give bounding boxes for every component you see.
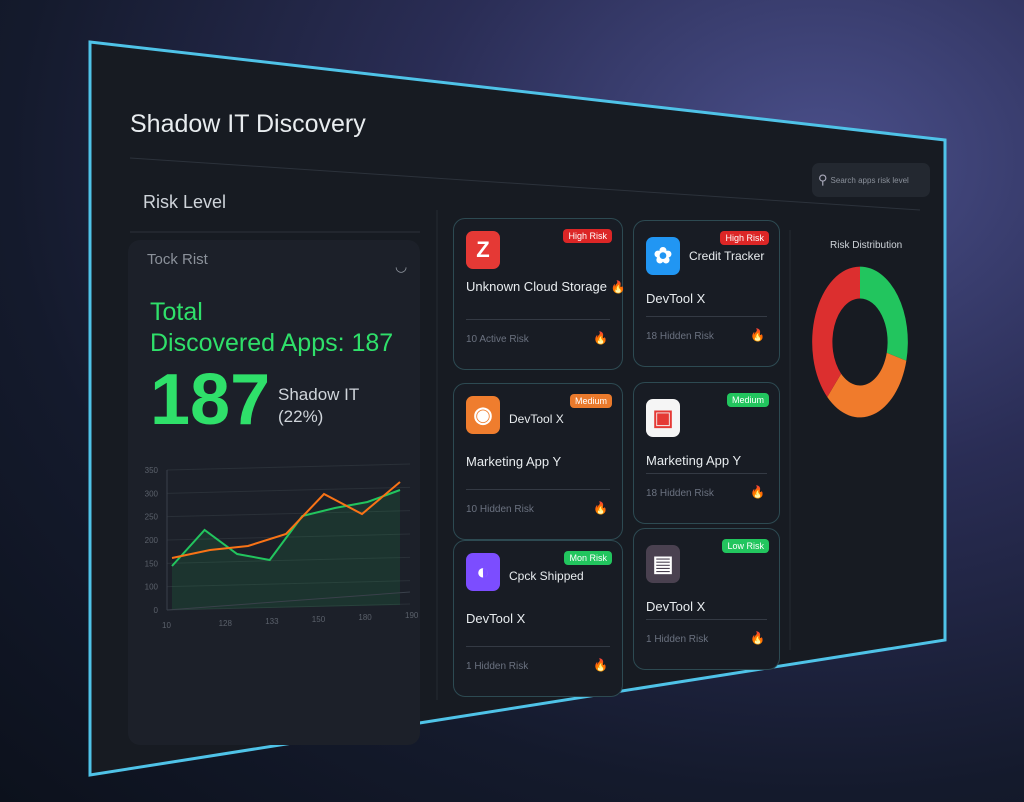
risk-badge: Mon Risk (564, 551, 612, 565)
page-title: Shadow IT Discovery (130, 110, 366, 138)
total-label-value: Discovered Apps: 187 (150, 329, 394, 357)
search-input[interactable]: ⚲ Search apps risk level (812, 163, 930, 197)
app-card[interactable]: High Risk Z Unknown Cloud Storage 🔥 10 A… (453, 218, 626, 370)
x-tick-label: 10 (162, 621, 171, 630)
series-area (172, 490, 400, 610)
refresh-icon[interactable]: ◡ (395, 258, 408, 274)
grid-line (166, 580, 411, 588)
card-footer: 1 Hidden Risk (466, 661, 529, 672)
card-footer: 18 Hidden Risk (646, 331, 714, 342)
app-blue-icon: ✿ (646, 237, 680, 275)
fire-icon: 🔥 (750, 328, 765, 342)
y-tick-label: 150 (145, 559, 159, 568)
donut-slice[interactable] (812, 266, 860, 397)
y-tick-label: 0 (154, 606, 159, 615)
x-tick-label: 133 (265, 617, 279, 626)
donut-slice[interactable] (860, 266, 908, 361)
y-tick-label: 350 (145, 466, 159, 475)
x-tick-label: 190 (405, 611, 419, 620)
donut-title: Risk Distribution (830, 240, 903, 251)
app-name: Cpck Shipped (509, 569, 584, 583)
app-title-row: Marketing App Y (466, 454, 561, 469)
y-tick-label: 250 (145, 513, 159, 522)
risk-badge: Medium (569, 394, 612, 408)
purple-app-icon: ◐ (466, 553, 500, 591)
app-title: Unknown Cloud Storage (466, 279, 607, 294)
gray-app-icon: ▤ (646, 545, 680, 583)
big-number: 187 (150, 360, 271, 440)
fire-icon: 🔥 (593, 331, 608, 345)
app-title-row: Marketing App Y (646, 453, 741, 468)
card-footer: 18 Hidden Risk (646, 488, 714, 499)
x-axis (166, 591, 411, 611)
shadow-it-percent: (22%) (278, 407, 324, 426)
fire-icon: 🔥 (750, 485, 765, 499)
fire-icon: 🔥 (750, 631, 765, 645)
x-tick-label: 180 (358, 613, 372, 622)
divider (466, 646, 610, 647)
grid-line (166, 510, 411, 518)
risk-badge: High Risk (720, 231, 769, 245)
panel-title: Tock Rist (147, 251, 208, 268)
card-footer: 1 Hidden Risk (646, 634, 709, 645)
app-card[interactable]: Medium ◉ DevTool X Marketing App Y 10 Hi… (453, 383, 623, 540)
risk-badge: Medium (726, 393, 769, 407)
app-title-row: Unknown Cloud Storage 🔥 (466, 279, 626, 294)
risk-panel (128, 240, 420, 745)
app-card[interactable]: High Risk ✿ Credit Tracker DevTool X 18 … (633, 220, 780, 367)
y-tick-label: 300 (145, 489, 159, 498)
app-name: Credit Tracker (689, 249, 765, 263)
app-title: Marketing App Y (646, 453, 742, 468)
divider (646, 316, 767, 317)
series-line (171, 489, 401, 567)
app-title: DevTool X (646, 599, 706, 614)
total-label: Total (150, 298, 203, 326)
card-footer: 10 Active Risk (466, 334, 529, 345)
app-title-row: DevTool X (466, 611, 525, 626)
app-name: DevTool X (509, 412, 564, 426)
series-line (171, 481, 401, 559)
risk-badge: Low Risk (722, 539, 769, 553)
divider (466, 319, 610, 320)
divider (466, 489, 610, 490)
app-title-row: DevTool X (646, 291, 705, 306)
search-icon: ⚲ (818, 172, 828, 187)
search-placeholder: Search apps risk level (830, 175, 909, 185)
x-tick-label: 150 (312, 615, 326, 624)
trend-chart: 350 300 250 200 150 100 010 128 133 150 180 190 (145, 463, 419, 630)
z-letter-icon: Z (466, 231, 500, 269)
grid-line (166, 463, 411, 471)
fire-icon: 🔥 (593, 658, 608, 672)
grid-line (166, 603, 411, 611)
app-card[interactable]: Medium ▣ Marketing App Y 18 Hidden Risk … (633, 382, 780, 524)
grid-line (166, 486, 411, 494)
app-card[interactable]: Low Risk ▤ DevTool X 1 Hidden Risk 🔥 (633, 528, 780, 670)
risk-badge: High Risk (563, 229, 612, 243)
app-title: DevTool X (466, 611, 526, 626)
marketing-app-icon: ▣ (646, 399, 680, 437)
shadow-it-label: Shadow IT (278, 385, 360, 404)
section-title: Risk Level (143, 192, 227, 212)
fire-icon: 🔥 (593, 501, 608, 515)
app-card[interactable]: Mon Risk ◐ Cpck Shipped DevTool X 1 Hidd… (453, 540, 623, 697)
fire-icon: 🔥 (610, 279, 626, 294)
divider (646, 473, 767, 474)
app-title: Marketing App Y (466, 454, 562, 469)
app-title-row: DevTool X (646, 599, 705, 614)
orange-ring-icon: ◉ (466, 396, 500, 434)
grid-line (166, 556, 411, 564)
divider (646, 619, 767, 620)
grid-line (166, 533, 411, 541)
x-tick-label: 128 (219, 619, 233, 628)
y-tick-label: 100 (145, 583, 159, 592)
donut-slice[interactable] (827, 352, 907, 418)
card-footer: 10 Hidden Risk (466, 504, 534, 515)
app-title: DevTool X (646, 291, 706, 306)
y-tick-label: 200 (145, 536, 159, 545)
risk-donut-chart (812, 266, 908, 418)
